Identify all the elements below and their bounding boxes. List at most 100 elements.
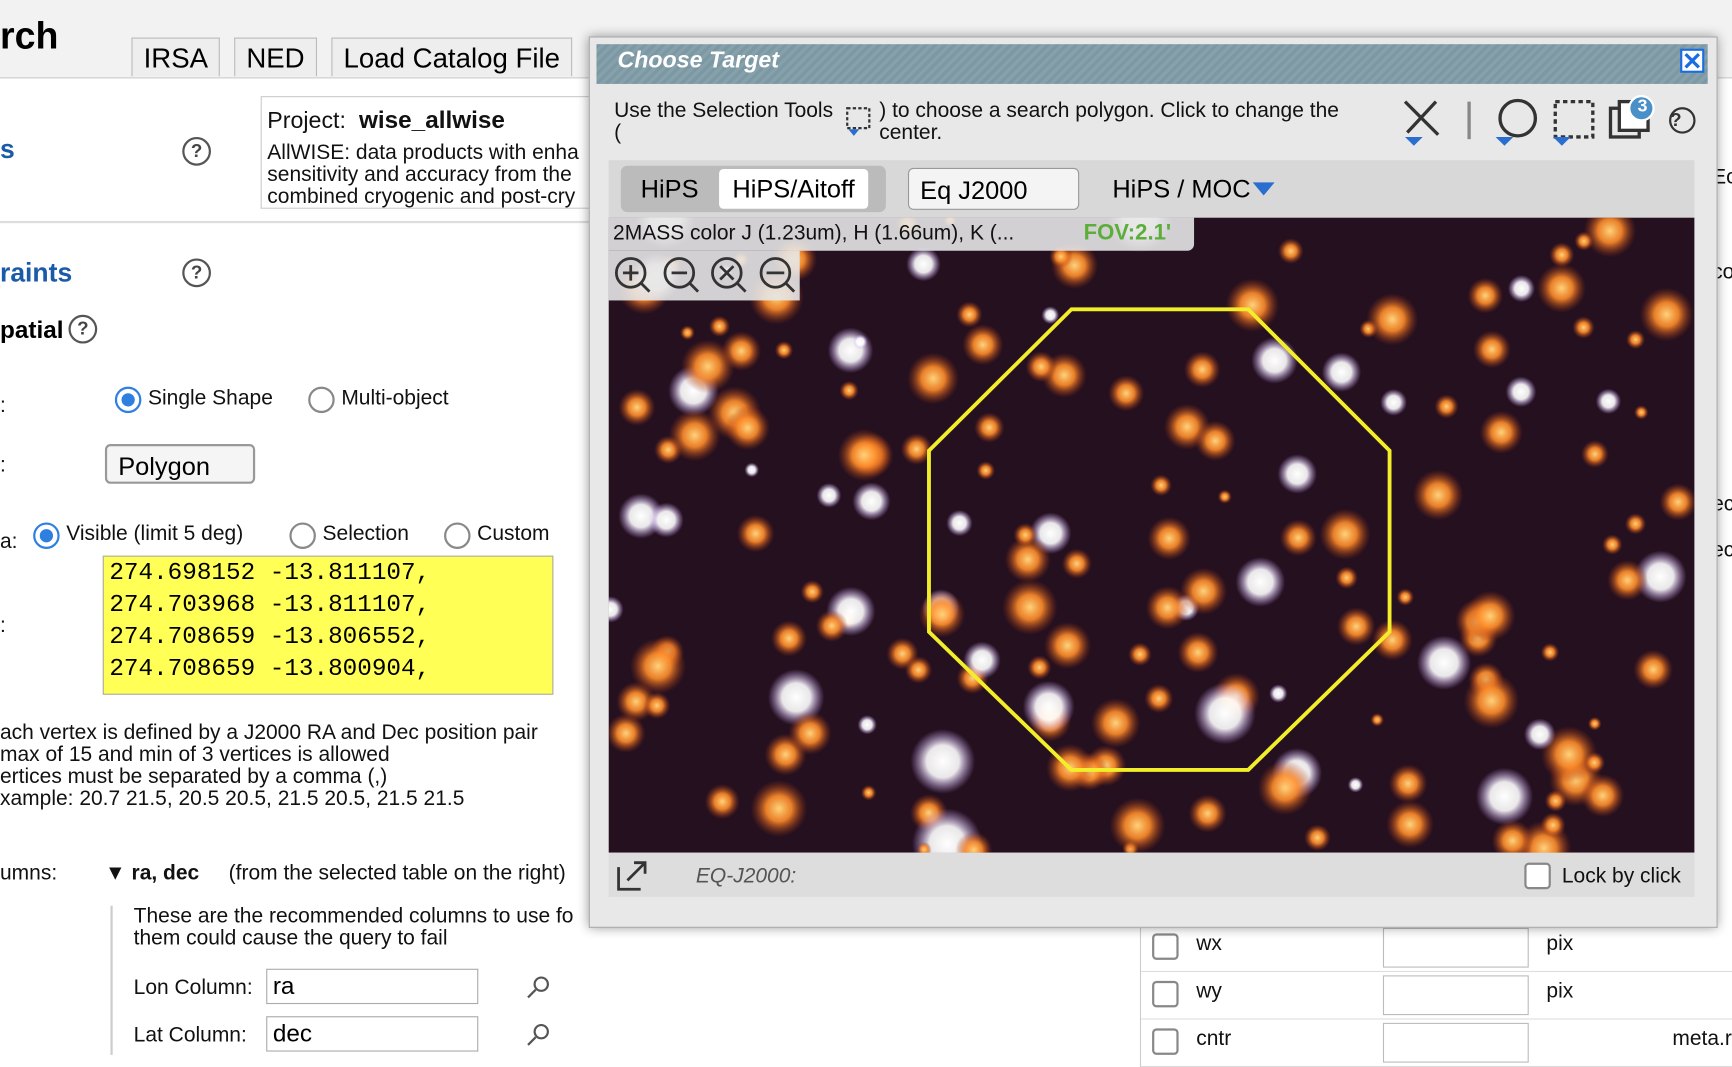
star [1634,550,1687,603]
radio[interactable] [308,386,335,414]
star [648,502,684,538]
cell-input[interactable] [1382,1022,1529,1063]
help-line: ach vertex is defined by a J2000 RA and … [0,721,538,745]
star [1179,567,1228,615]
star [1475,767,1534,826]
checkbox[interactable] [1524,862,1551,890]
help-icon[interactable]: ? [182,136,211,166]
field-label: : [0,394,6,418]
cell-input[interactable] [1382,927,1529,968]
help-line: them could cause the query to fail [133,926,448,950]
radio[interactable] [444,522,471,549]
help-icon[interactable]: ? [182,258,211,288]
checkbox[interactable] [1152,980,1179,1008]
star [1467,277,1504,314]
hips-moc-menu[interactable]: HiPS / MOC [1112,174,1251,204]
radio[interactable] [114,386,142,414]
star [629,637,687,695]
star [1025,351,1057,383]
star [1583,217,1637,258]
lon-input[interactable]: ra [266,968,479,1005]
zoom-buttons[interactable] [608,250,800,301]
star [1090,698,1141,748]
side-link[interactable]: s [0,134,15,165]
lat-input[interactable]: dec [266,1016,479,1052]
star [976,461,996,480]
star [736,514,775,553]
star [679,325,695,341]
star [1396,588,1415,606]
star [1002,579,1058,636]
star [1177,631,1219,674]
star [1580,439,1609,469]
help-icon[interactable]: ? [68,314,98,344]
star [1583,751,1606,774]
sky-image[interactable] [608,217,1695,853]
help-line: xample: 20.7 21.5, 20.5 20.5, 21.5 20.5,… [0,787,465,811]
toolbar-icons[interactable] [1394,93,1714,148]
checkbox[interactable] [1152,933,1179,960]
star [1491,819,1534,853]
desc-line: AllWISE: data products with enha [267,141,579,165]
star [1602,534,1623,555]
star [744,462,760,478]
view-tab[interactable]: HiPS [640,174,699,204]
star [1540,725,1598,783]
star [860,784,877,801]
star [1371,619,1413,661]
star [1659,483,1695,521]
star [1639,287,1694,342]
star [1370,712,1385,727]
cell-input[interactable] [1382,975,1529,1016]
view-tab-active[interactable]: HiPS/Aitoff [719,169,868,209]
polygon-line: 274.703968 -13.811107, [109,590,431,619]
star [963,641,1001,679]
columns-note: (from the selected table on the right) [228,861,566,885]
polygon-textarea[interactable]: 274.698152 -13.811107, 274.703968 -13.811… [102,555,554,695]
radio[interactable] [289,522,316,549]
coord-select[interactable]: Eq J2000 [907,167,1080,210]
expand-icon[interactable] [614,858,649,893]
instructions: Use the Selection Tools [614,99,834,123]
shape-select[interactable]: Polygon [104,444,256,484]
star [1145,585,1190,630]
star [1536,263,1587,313]
star [708,315,731,338]
star [1147,516,1192,561]
star [1043,621,1092,670]
star [1027,655,1052,680]
cell: cntr [1196,1027,1232,1051]
star [1540,642,1560,662]
tab[interactable]: IRSA [131,37,221,77]
close-button[interactable] [1680,48,1705,73]
tab[interactable]: Load Catalog File [331,37,573,77]
badge: 3 [1637,97,1648,116]
star [1624,513,1647,535]
desc-line: combined cryogenic and post-cry [267,185,576,209]
search-icons[interactable] [524,972,557,1055]
star [750,779,808,838]
columns-toggle[interactable]: ▼ ra, dec [104,861,200,885]
star [1625,329,1646,350]
select-value: Polygon [118,451,211,481]
project-name: wise_allwise [358,106,505,134]
star [1269,684,1288,703]
star [907,352,960,405]
star [962,323,1004,366]
radio[interactable] [33,522,60,549]
star [1380,388,1407,416]
star [857,715,877,735]
star [1183,351,1221,388]
star [1194,682,1256,745]
checkbox[interactable] [1152,1028,1179,1055]
field-label: umns: [0,861,58,885]
image-title-bar [608,217,1195,251]
star [1464,590,1516,642]
project-desc: AllWISE: data products with enha sensitiv… [267,142,578,208]
star [1004,536,1052,583]
tab[interactable]: NED [234,37,317,77]
star [906,246,941,282]
selection-icon [846,107,871,136]
